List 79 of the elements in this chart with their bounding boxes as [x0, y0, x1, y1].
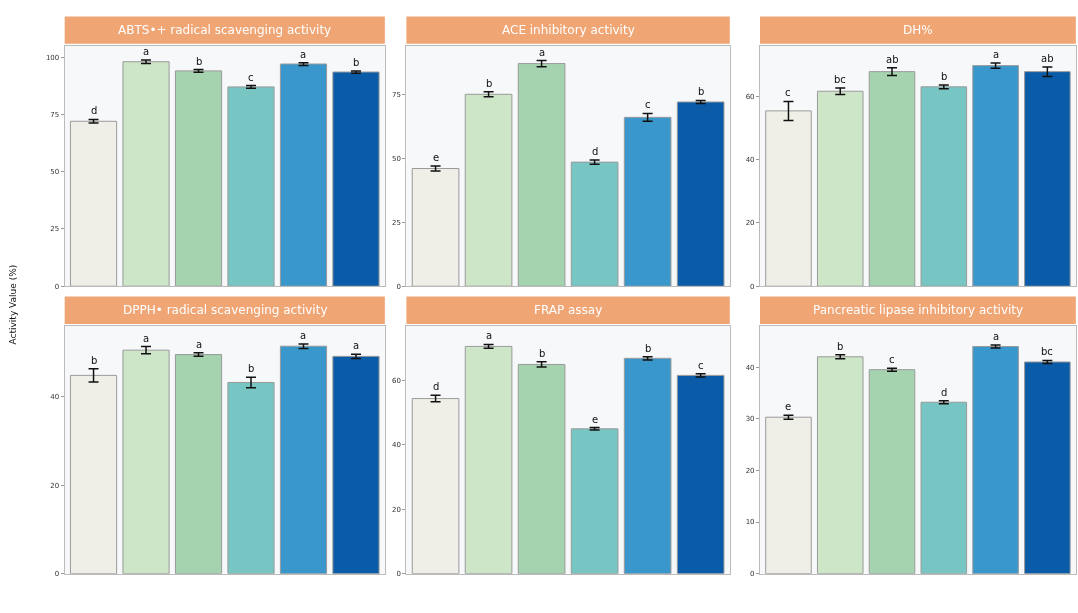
bar	[623, 357, 672, 574]
data-label: b	[941, 71, 948, 82]
bar	[676, 101, 725, 287]
data-label: c	[785, 87, 791, 98]
data-label: c	[645, 99, 651, 110]
chart-title: Pancreatic lipase inhibitory activity	[813, 303, 1024, 317]
data-label: a	[143, 46, 150, 57]
data-label: b	[248, 363, 255, 374]
data-label: bc	[1041, 346, 1053, 357]
data-label: a	[143, 333, 150, 344]
bar	[332, 71, 380, 287]
bar	[1024, 71, 1071, 287]
data-label: d	[941, 387, 948, 398]
data-label: a	[993, 331, 1000, 342]
bar	[972, 345, 1019, 574]
chart-title: ABTS•+ radical scavenging activity	[118, 23, 332, 37]
data-label: a	[993, 49, 1000, 60]
data-label: a	[353, 340, 360, 351]
bar	[69, 120, 118, 287]
bar	[570, 161, 619, 287]
bar	[279, 345, 328, 574]
chart-title: ACE inhibitory activity	[502, 23, 635, 37]
bar	[332, 355, 380, 574]
data-label: d	[91, 105, 98, 116]
bar	[227, 381, 275, 574]
data-label: e	[785, 401, 792, 412]
bar	[464, 93, 513, 287]
bar	[174, 70, 223, 287]
bar	[279, 63, 328, 287]
data-label: ab	[1041, 53, 1054, 64]
y-axis-title: Activity Value (%)	[8, 264, 19, 345]
data-label: b	[539, 348, 546, 359]
data-label: e	[592, 414, 599, 425]
data-label: a	[539, 47, 546, 58]
bar	[765, 110, 812, 287]
bar	[570, 428, 619, 574]
chart-title: FRAP assay	[534, 303, 603, 317]
bar	[1024, 361, 1071, 574]
data-label: d	[433, 381, 440, 392]
data-label: c	[889, 354, 895, 365]
bar	[411, 168, 460, 287]
bar	[122, 61, 170, 287]
data-label: a	[486, 330, 493, 341]
data-label: b	[645, 343, 652, 354]
data-label: a	[300, 49, 307, 60]
bar	[676, 374, 725, 574]
data-label: c	[698, 360, 704, 371]
data-label: b	[698, 86, 705, 97]
bar	[69, 374, 118, 574]
data-label: b	[353, 57, 360, 68]
bar	[816, 90, 864, 287]
data-label: d	[592, 146, 599, 157]
bar	[868, 369, 916, 574]
data-label: a	[300, 330, 307, 341]
bar	[464, 345, 513, 574]
bar	[868, 71, 916, 287]
data-label: e	[433, 152, 440, 163]
bar	[920, 86, 968, 287]
bar	[517, 63, 566, 287]
bar	[623, 116, 672, 287]
bar	[972, 65, 1019, 287]
data-label: b	[837, 341, 844, 352]
chart-title: DPPH• radical scavenging activity	[123, 303, 328, 317]
bar	[122, 349, 170, 574]
data-label: bc	[834, 74, 846, 85]
data-label: b	[196, 56, 203, 67]
bar	[411, 398, 460, 574]
bar	[174, 354, 223, 574]
data-label: c	[248, 72, 254, 83]
chart-title: DH%	[903, 23, 933, 37]
data-label: b	[91, 355, 98, 366]
bar	[517, 363, 566, 574]
bar	[227, 86, 275, 287]
data-label: b	[486, 78, 493, 89]
data-label: ab	[886, 54, 899, 65]
bar	[765, 416, 812, 574]
bar	[920, 401, 968, 574]
data-label: a	[196, 339, 203, 350]
bar	[816, 356, 864, 574]
